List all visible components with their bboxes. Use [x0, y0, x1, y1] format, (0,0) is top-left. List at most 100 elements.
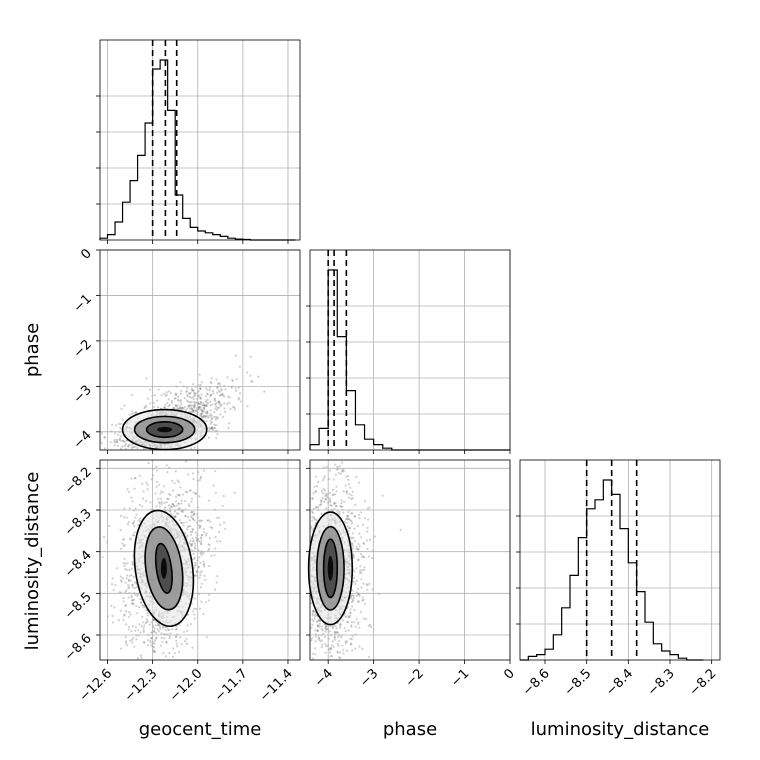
scatter-point: [204, 414, 207, 418]
scatter-point: [322, 487, 325, 491]
scatter-point: [199, 402, 202, 406]
scatter-point: [352, 544, 355, 547]
scatter-point: [339, 505, 342, 508]
scatter-point: [147, 397, 150, 400]
scatter-point: [363, 556, 366, 559]
contour-3: [307, 511, 354, 626]
scatter-point: [223, 410, 227, 413]
scatter-point: [214, 547, 217, 550]
scatter-point: [320, 501, 323, 504]
scatter-point: [130, 574, 133, 577]
scatter-point: [160, 490, 163, 493]
scatter-point: [191, 528, 194, 531]
scatter-point: [103, 447, 106, 450]
scatter-point: [348, 518, 351, 521]
scatter-point: [131, 638, 134, 642]
scatter-point: [209, 404, 212, 407]
scatter-point: [324, 645, 328, 648]
scatter-point: [200, 600, 203, 603]
scatter-point: [333, 636, 336, 639]
scatter-point: [119, 514, 122, 518]
scatter-point: [336, 642, 339, 646]
scatter-point: [207, 599, 211, 602]
scatter-point: [160, 394, 163, 397]
scatter-point: [358, 594, 361, 597]
scatter-point: [214, 404, 218, 408]
scatter-point: [172, 647, 175, 650]
scatter-point: [154, 637, 158, 640]
scatter-point: [215, 424, 218, 427]
scatter-point: [177, 502, 180, 505]
scatter-point: [200, 543, 203, 546]
x-tick-label-phase-0: −4: [312, 666, 336, 690]
scatter-point: [348, 616, 351, 619]
scatter-point: [130, 496, 133, 499]
scatter-point: [177, 512, 180, 516]
scatter-point: [366, 530, 369, 533]
scatter-point: [214, 536, 217, 539]
scatter-point: [136, 593, 139, 596]
scatter-point: [350, 625, 353, 628]
scatter-point: [184, 460, 188, 463]
scatter-point: [324, 492, 327, 495]
scatter-point: [193, 391, 196, 394]
scatter-point: [132, 598, 135, 601]
scatter-point: [320, 625, 323, 628]
scatter-point: [190, 400, 193, 404]
scatter-point: [187, 473, 190, 476]
scatter-point: [322, 632, 325, 636]
scatter-point: [199, 525, 202, 528]
scatter-point: [191, 517, 195, 520]
scatter-point: [346, 517, 349, 521]
scatter-point: [222, 495, 225, 498]
scatter-point: [366, 507, 369, 510]
scatter-point: [180, 502, 183, 505]
scatter-point: [121, 418, 124, 421]
scatter-point: [188, 401, 191, 404]
scatter-point: [180, 402, 183, 406]
scatter-point: [122, 597, 125, 600]
scatter-point: [206, 398, 209, 401]
scatter-point: [355, 594, 358, 597]
scatter-point: [193, 410, 196, 413]
scatter-point: [137, 629, 140, 632]
scatter-point: [167, 498, 170, 501]
scatter-point: [122, 538, 125, 541]
scatter-point: [354, 503, 357, 506]
scatter-point: [228, 396, 231, 399]
scatter-point: [352, 580, 355, 584]
scatter-point: [352, 554, 356, 557]
scatter-point: [202, 415, 205, 418]
scatter-point: [338, 465, 341, 468]
scatter-point: [350, 543, 353, 546]
scatter-point: [179, 407, 182, 410]
scatter-point: [189, 622, 192, 626]
scatter-point: [167, 504, 170, 507]
scatter-point: [165, 391, 168, 394]
scatter-point: [349, 611, 352, 614]
scatter-point: [227, 395, 230, 398]
x-tick-label-geocent-time-2: −12.0: [167, 666, 206, 705]
scatter-point: [355, 476, 358, 479]
scatter-point: [220, 389, 223, 392]
scatter-point: [319, 499, 322, 502]
scatter-point: [315, 475, 318, 478]
scatter-point: [219, 393, 223, 396]
scatter-point: [184, 514, 187, 517]
scatter-point: [351, 512, 354, 515]
scatter-point: [166, 471, 169, 474]
scatter-point: [164, 403, 167, 406]
scatter-point: [192, 400, 195, 403]
scatter-point: [313, 517, 316, 521]
scatter-point: [199, 519, 202, 522]
scatter-point: [345, 640, 349, 643]
scatter-point: [220, 387, 223, 390]
scatter-point: [226, 376, 229, 379]
scatter-point: [333, 493, 337, 496]
scatter-point: [367, 624, 370, 628]
scatter-point: [366, 526, 369, 529]
scatter-point: [208, 429, 211, 432]
scatter-point: [369, 625, 373, 629]
scatter-point: [159, 492, 162, 495]
scatter-point: [199, 400, 202, 404]
